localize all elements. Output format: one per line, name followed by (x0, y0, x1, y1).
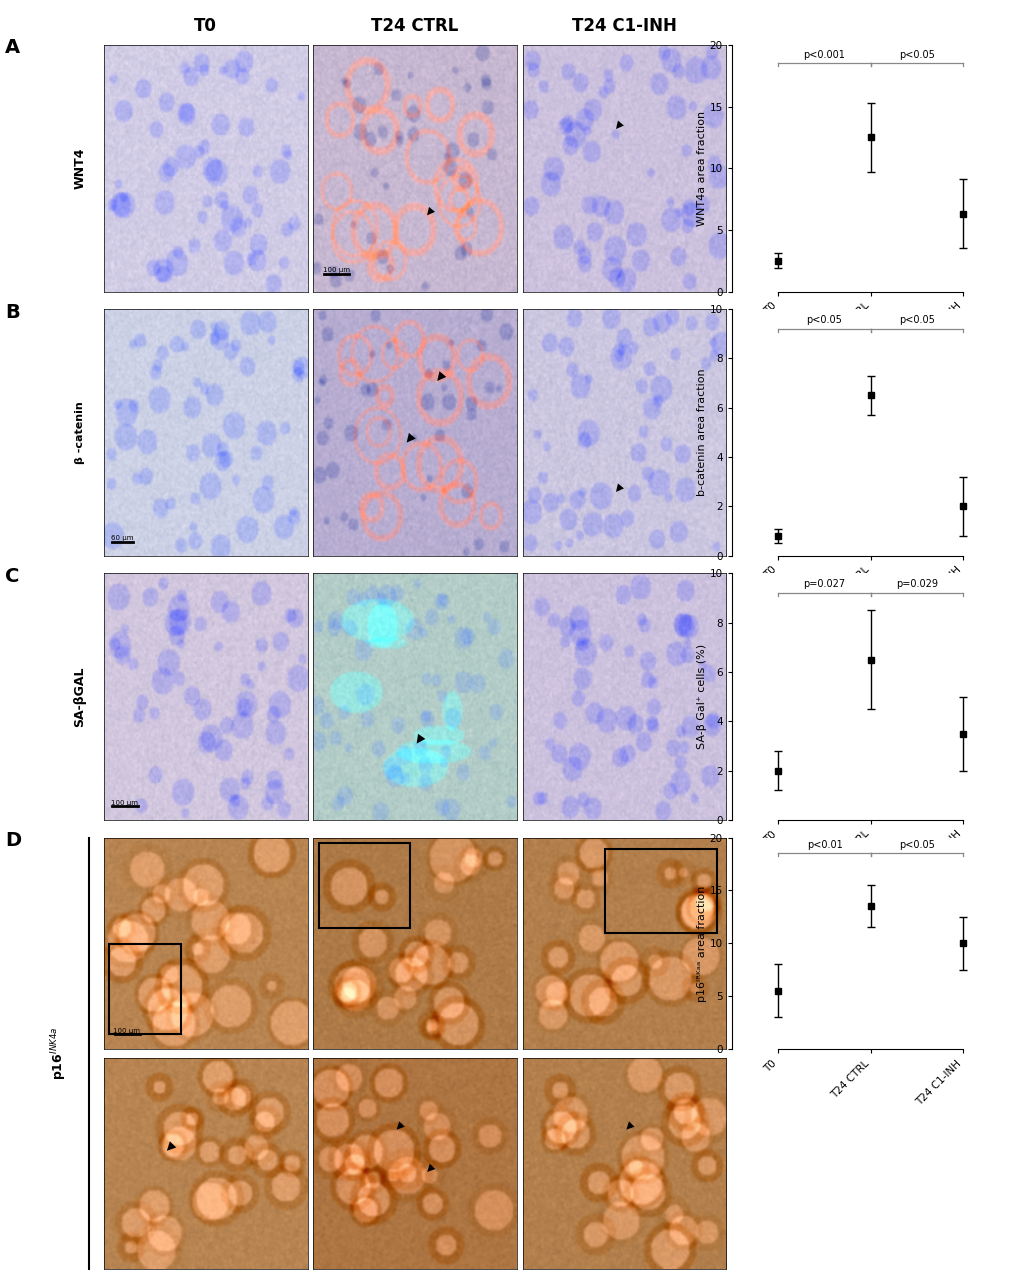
Text: p<0.05: p<0.05 (899, 315, 934, 326)
Bar (604, 849, 716, 933)
Text: T24 CTRL: T24 CTRL (371, 17, 459, 35)
Text: T0: T0 (194, 17, 217, 35)
Y-axis label: b-catenin area fraction: b-catenin area fraction (696, 369, 706, 496)
Text: p<0.01: p<0.01 (806, 840, 842, 850)
Text: p=0.029: p=0.029 (896, 579, 937, 590)
Bar (109, 944, 180, 1033)
Text: p16$^{INK4a}$: p16$^{INK4a}$ (50, 1027, 69, 1081)
Y-axis label: SA-β Gal⁺ cells (%): SA-β Gal⁺ cells (%) (696, 644, 706, 749)
Text: p<0.05: p<0.05 (899, 50, 934, 60)
Text: C: C (5, 567, 19, 586)
Bar (319, 844, 410, 928)
Text: T24 C1-INH: T24 C1-INH (572, 17, 677, 35)
Text: p=0.027: p=0.027 (803, 579, 845, 590)
Text: 100 µm: 100 µm (322, 268, 350, 273)
Y-axis label: WNT4a area fraction: WNT4a area fraction (696, 110, 706, 226)
Y-axis label: p16ᴵᴿᴷᵃᵃ area fraction: p16ᴵᴿᴷᵃᵃ area fraction (696, 885, 706, 1001)
Text: p<0.05: p<0.05 (806, 315, 842, 326)
Text: A: A (5, 38, 20, 58)
Text: D: D (5, 831, 21, 850)
Text: SA-βGAL: SA-βGAL (73, 667, 87, 727)
Text: WNT4: WNT4 (73, 147, 87, 188)
Text: 100 µm: 100 µm (111, 800, 138, 805)
Text: p<0.05: p<0.05 (899, 840, 934, 850)
Text: β -catenin: β -catenin (74, 401, 85, 464)
Text: B: B (5, 303, 19, 322)
Text: p<0.001: p<0.001 (803, 50, 845, 60)
Text: 100 µm: 100 µm (113, 1028, 140, 1035)
Text: 60 µm: 60 µm (111, 536, 133, 541)
